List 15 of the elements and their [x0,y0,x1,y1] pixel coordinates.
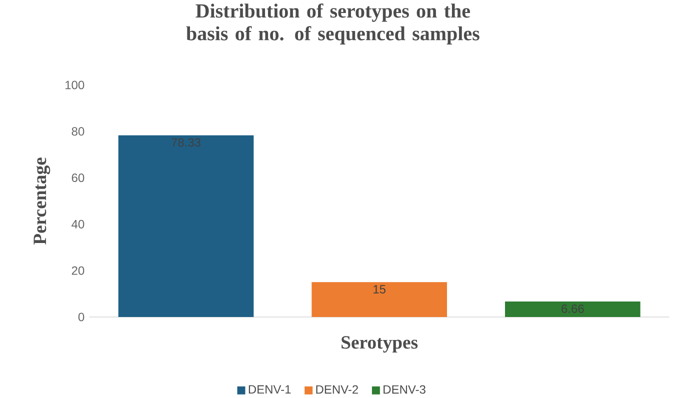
y-tick-label: 60 [72,174,84,182]
y-tick-label: 20 [72,266,84,275]
legend-label: DENV-3 [384,385,426,394]
data-label: 15 [374,285,386,294]
y-tick-label: 40 [72,220,84,228]
y-tick-label: 0 [78,312,84,322]
x-axis-title: Serotypes [342,336,418,353]
data-label: 6.66 [562,304,584,313]
y-tick-label: 100 [66,80,84,90]
y-axis-title: Percentage [34,158,50,245]
y-tick-label: 80 [72,127,84,136]
legend-label: DENV-1 [248,385,291,394]
legend-label: DENV-2 [316,385,358,394]
chart-title: Distribution of serotypes on the basis of no. of sequenced samples [186,3,480,44]
data-label: 78.33 [172,138,200,147]
